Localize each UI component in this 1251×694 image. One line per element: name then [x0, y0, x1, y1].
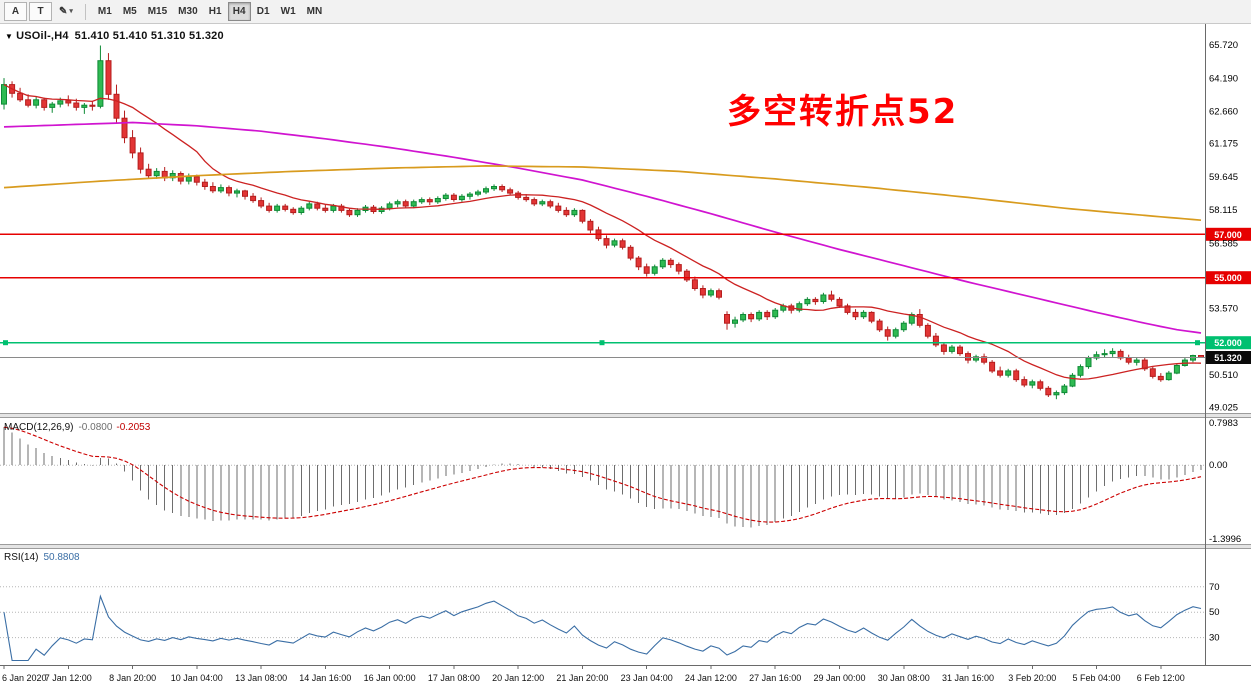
chart-dropdown-icon[interactable]: ▼ — [5, 32, 14, 41]
line-handle[interactable] — [3, 340, 8, 346]
horizontal-line-52.000[interactable] — [0, 340, 1205, 346]
svg-text:56.585: 56.585 — [1209, 238, 1238, 249]
timeframe-button-m30[interactable]: M30 — [178, 5, 198, 17]
time-axis-label: 21 Jan 20:00 — [556, 673, 608, 683]
svg-text:52.000: 52.000 — [1214, 338, 1242, 348]
rsi-name: RSI(14) — [4, 552, 39, 563]
timeframe-button-w1[interactable]: W1 — [280, 5, 296, 17]
time-axis-label: 20 Jan 12:00 — [492, 673, 544, 683]
rsi-axis-label: 30 — [1209, 633, 1220, 644]
macd-main-value: -0.0800 — [78, 422, 113, 433]
toolbar: A T ✎ ▾ M1 M5 M15 M30 H1 H4 D1 W1 MN — [0, 0, 1251, 24]
chart-background — [0, 24, 1251, 694]
line-handle[interactable] — [599, 340, 605, 346]
price-tag-57.000: 57.000 — [1206, 227, 1251, 241]
macd-axis-label: -1.3996 — [1209, 534, 1241, 545]
ohlc-values: 51.410 51.410 51.310 51.320 — [74, 30, 224, 42]
timeframe-button-h1[interactable]: H1 — [208, 5, 222, 17]
timeframe-button-h4[interactable]: H4 — [227, 2, 251, 21]
svg-text:61.175: 61.175 — [1209, 139, 1238, 150]
chart-title: ▼ USOil-,H4 51.410 51.410 51.310 51.320 — [5, 30, 224, 42]
time-axis-label: 24 Jan 12:00 — [685, 673, 737, 683]
ma-slow-line — [3, 165, 1202, 222]
time-axis-label: 5 Feb 04:00 — [1072, 673, 1120, 683]
chart-area[interactable]: 57.000 55.000 52.000 51.320 65.720 64.190 62.6… — [0, 24, 1251, 694]
timeframe-button-m5[interactable]: M5 — [122, 5, 137, 17]
time-axis-label: 31 Jan 16:00 — [942, 673, 994, 683]
splitter-main-macd[interactable] — [0, 413, 1251, 418]
annotation-text[interactable]: 多空转折点52 — [727, 92, 959, 132]
svg-text:50.510: 50.510 — [1209, 370, 1238, 381]
macd-signal-line — [3, 426, 1202, 523]
dropdown-caret-icon: ▾ — [69, 8, 73, 15]
macd-name: MACD(12,26,9) — [4, 422, 74, 433]
current-price-tag: 51.320 — [1206, 351, 1251, 364]
timeframe-button-m15[interactable]: M15 — [147, 5, 168, 17]
timeframe-button-d1[interactable]: D1 — [256, 5, 270, 17]
time-axis-label: 14 Jan 16:00 — [299, 673, 351, 683]
rsi-line — [3, 594, 1202, 662]
chart-canvas[interactable]: 57.000 55.000 52.000 51.320 65.720 64.190 62.6… — [0, 24, 1251, 694]
time-axis-label: 16 Jan 00:00 — [364, 673, 416, 683]
ma-fast-line — [3, 84, 1202, 380]
rsi-axis-label: 70 — [1209, 582, 1220, 593]
macd-axis-label: 0.7983 — [1209, 418, 1238, 429]
timeframe-button-mn[interactable]: MN — [306, 5, 323, 17]
time-axis-label: 6 Jan 2020 — [2, 673, 47, 683]
rsi-value: 50.8808 — [43, 552, 80, 563]
svg-text:49.025: 49.025 — [1209, 402, 1238, 413]
macd-axis-label: 0.00 — [1209, 460, 1228, 471]
time-axis-label: 8 Jan 20:00 — [109, 673, 156, 683]
macd-signal-value: -0.2053 — [116, 422, 151, 433]
time-axis-label: 10 Jan 04:00 — [171, 673, 223, 683]
line-handle[interactable] — [1195, 340, 1200, 346]
ma-mid-line — [3, 121, 1202, 334]
rsi-indicator-label: RSI(14) 50.8808 — [4, 552, 80, 563]
symbol-period-label: USOil-,H4 — [16, 30, 69, 42]
draw-tool-dropdown[interactable]: ✎ ▾ — [59, 5, 73, 17]
svg-text:53.570: 53.570 — [1209, 304, 1238, 315]
time-axis-label: 29 Jan 00:00 — [813, 673, 865, 683]
svg-text:64.190: 64.190 — [1209, 73, 1238, 84]
svg-text:65.720: 65.720 — [1209, 40, 1238, 51]
price-axis[interactable]: 65.720 64.190 62.660 61.175 59.645 58.115 56.5… — [1209, 40, 1238, 413]
timeframe-button-m1[interactable]: M1 — [97, 5, 112, 17]
time-axis-label: 17 Jan 08:00 — [428, 673, 480, 683]
splitter-macd-rsi[interactable] — [0, 544, 1251, 549]
svg-text:57.000: 57.000 — [1214, 230, 1242, 240]
toolbar-separator — [84, 3, 86, 20]
price-tag-52.000: 52.000 — [1206, 336, 1251, 350]
price-tag-55.000: 55.000 — [1206, 271, 1251, 285]
time-axis-label: 7 Jan 12:00 — [45, 673, 92, 683]
macd-histogram — [3, 427, 1202, 528]
text-tool-button[interactable]: T — [29, 2, 52, 21]
svg-text:59.645: 59.645 — [1209, 172, 1238, 183]
svg-text:55.000: 55.000 — [1214, 273, 1242, 283]
time-axis-label: 13 Jan 08:00 — [235, 673, 287, 683]
rsi-axis-label: 50 — [1209, 607, 1220, 618]
candlestick-series — [1, 45, 1204, 400]
time-axis-label: 27 Jan 16:00 — [749, 673, 801, 683]
time-axis-label: 3 Feb 20:00 — [1008, 673, 1056, 683]
macd-indicator-label: MACD(12,26,9) -0.0800 -0.2053 — [4, 422, 150, 433]
svg-text:51.320: 51.320 — [1214, 353, 1242, 363]
pointer-tool-button[interactable]: A — [4, 2, 27, 21]
timeframe-button-group: M1 M5 M15 M30 H1 H4 D1 W1 MN — [93, 2, 327, 21]
time-axis-label: 23 Jan 04:00 — [621, 673, 673, 683]
time-axis-label: 6 Feb 12:00 — [1137, 673, 1185, 683]
time-axis-label: 30 Jan 08:00 — [878, 673, 930, 683]
toolbar-tool-buttons: A T ✎ ▾ — [4, 2, 78, 21]
svg-text:62.660: 62.660 — [1209, 107, 1238, 118]
svg-text:58.115: 58.115 — [1209, 205, 1237, 216]
